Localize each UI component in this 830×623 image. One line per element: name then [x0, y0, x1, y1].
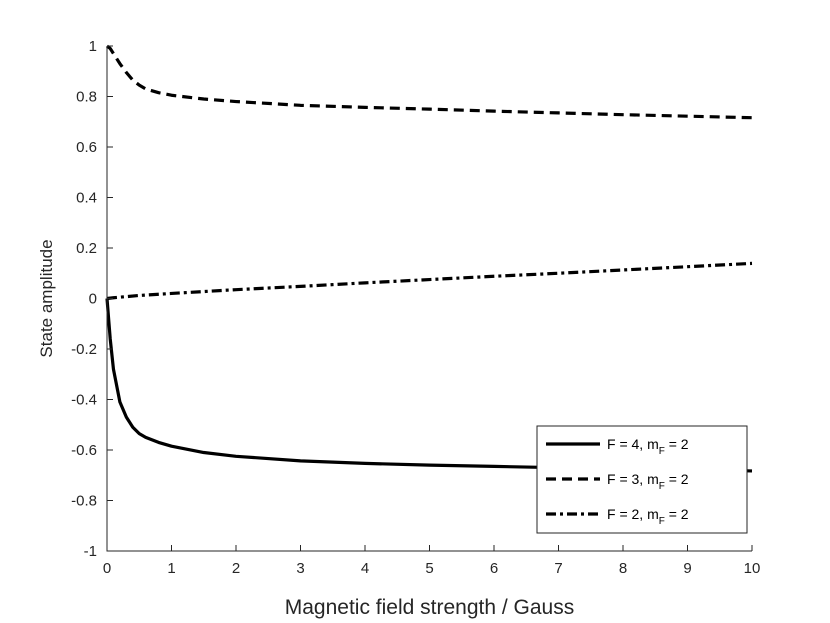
y-tick-label: -0.8 — [71, 493, 97, 510]
series-line-3 — [106, 261, 753, 301]
y-tick-label: -1 — [84, 543, 97, 560]
x-tick-label: 4 — [361, 560, 369, 577]
y-tick-label: 1 — [89, 38, 97, 55]
y-tick-label: -0.6 — [71, 442, 97, 459]
x-tick-label: 10 — [744, 560, 761, 577]
tick-labels: 0 1 2 3 4 5 6 7 8 9 10 -1 -0.8 -0.6 -0.4 -0.2 0 0.2 0.4 0.6… — [71, 38, 760, 577]
y-tick-label: 0.8 — [76, 89, 97, 106]
y-tick-label: -0.2 — [71, 341, 97, 358]
x-tick-label: 8 — [619, 560, 627, 577]
x-tick-label: 0 — [103, 560, 111, 577]
x-tick-label: 7 — [554, 560, 562, 577]
y-tick-label: 0 — [89, 291, 97, 308]
y-tick-label: -0.4 — [71, 392, 97, 409]
legend: F = 4, mF = 2 F = 3, mF = 2 F = 2, mF = 2 — [536, 425, 748, 534]
x-tick-label: 5 — [425, 560, 433, 577]
y-axis-label: State amplitude — [37, 239, 56, 357]
y-tick-label: 0.6 — [76, 139, 97, 156]
series-line-2 — [106, 44, 753, 120]
x-tick-label: 1 — [167, 560, 175, 577]
legend-label-2: F = 3, mF = 2 — [607, 471, 689, 492]
y-tick-label: 0.2 — [76, 240, 97, 257]
x-tick-label: 6 — [490, 560, 498, 577]
y-tick-label: 0.4 — [76, 190, 97, 207]
legend-label-3: F = 2, mF = 2 — [607, 506, 689, 527]
x-tick-label: 3 — [296, 560, 304, 577]
x-tick-label: 9 — [683, 560, 691, 577]
axes — [106, 45, 753, 552]
x-tick-label: 2 — [232, 560, 240, 577]
legend-label-1: F = 4, mF = 2 — [607, 436, 689, 457]
x-axis-label: Magnetic field strength / Gauss — [285, 596, 574, 619]
